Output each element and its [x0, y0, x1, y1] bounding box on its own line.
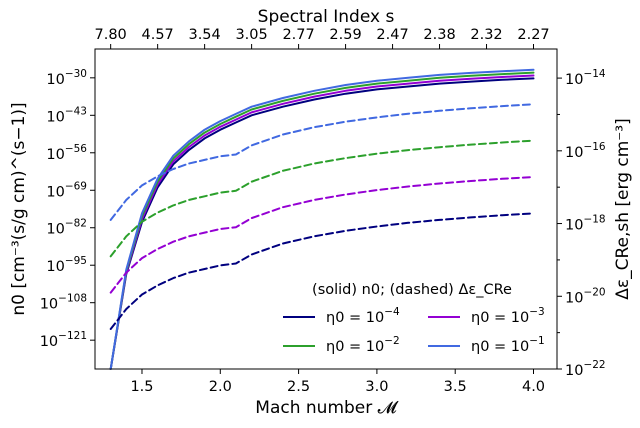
top-tick-label: 3.54 — [188, 27, 220, 43]
top-tick-label: 2.27 — [517, 27, 549, 43]
legend: η0 = 10−4 η0 = 10−3 η0 = 10−2 η0 = 10−1 — [283, 306, 545, 355]
legend-title: (solid) n0; (dashed) Δε_CRe — [312, 282, 512, 298]
legend-entry: η0 = 10−1 — [471, 335, 545, 355]
x-axis-label: Mach number 𝓜 — [255, 398, 398, 418]
series-line-energy — [109, 139, 535, 258]
series-line-n0 — [109, 74, 535, 370]
x-tick-label: 3.5 — [444, 379, 467, 395]
top-tick-label: 2.47 — [376, 27, 408, 43]
series-line-energy — [109, 103, 535, 221]
axes: 1.5 2.0 2.5 3.0 3.5 4.0 7.80 4.57 3.54 3.05 2.77 2.… — [40, 27, 606, 395]
legend-entry: η0 = 10−3 — [471, 306, 545, 326]
series-line-n0 — [109, 68, 535, 370]
x-tick-label: 1.5 — [130, 379, 153, 395]
legend-entry: η0 = 10−4 — [326, 306, 400, 326]
plot-lines — [109, 68, 535, 370]
x-tick-label: 4.0 — [522, 379, 545, 395]
left-y-axis-label: n0 [cm⁻³(s/g cm)^(s−1)] — [9, 102, 29, 315]
x-tick-label: 2.0 — [209, 379, 232, 395]
top-tick-label: 7.80 — [95, 27, 127, 43]
top-tick-label: 2.77 — [282, 27, 314, 43]
legend-entry: η0 = 10−2 — [326, 335, 400, 355]
series-line-energy — [109, 176, 535, 294]
top-tick-label: 4.57 — [141, 27, 173, 43]
series-line-n0 — [109, 77, 535, 370]
x-tick-label: 2.5 — [287, 379, 310, 395]
plot-frame — [94, 48, 558, 370]
top-tick-label: 2.59 — [329, 27, 361, 43]
series-line-energy — [109, 212, 535, 330]
top-tick-label: 2.32 — [470, 27, 502, 43]
x-tick-label: 3.0 — [365, 379, 388, 395]
top-x-axis-label: Spectral Index s — [258, 7, 395, 27]
series-line-n0 — [109, 71, 535, 370]
right-y-axis-label: Δε_CRe,sh [erg cm⁻³] — [613, 118, 633, 299]
top-tick-label: 3.05 — [235, 27, 267, 43]
top-tick-label: 2.38 — [423, 27, 455, 43]
